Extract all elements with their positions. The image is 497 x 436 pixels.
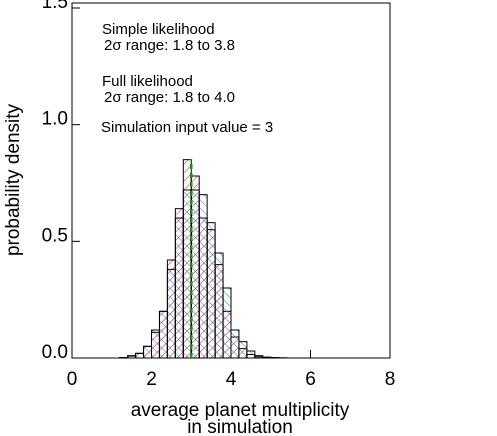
x-axis-label: in simulation (187, 417, 293, 436)
histogram-bar (174, 217, 184, 359)
legend-range: 2σ range: 1.8 to 3.8 (104, 37, 235, 54)
legend-label: Simple likelihood (102, 21, 215, 38)
y-tick-label: 0.5 (42, 225, 68, 246)
histogram-bar (230, 329, 240, 359)
histogram-bar (214, 252, 224, 359)
x-tick-label: 8 (385, 369, 396, 390)
y-tick-label: 1.5 (42, 0, 68, 13)
histogram-bar (206, 222, 216, 359)
histogram-bar (158, 310, 168, 359)
plot-area (119, 159, 288, 359)
x-axis-label: average planet multiplicity (131, 400, 350, 421)
annotation: Simulation input value = 3 (101, 119, 273, 136)
histogram-bar (166, 268, 176, 359)
y-tick-label: 0.0 (42, 342, 68, 363)
legend-range: 2σ range: 1.8 to 4.0 (104, 89, 235, 106)
legend-label: Full likelihood (102, 73, 193, 90)
x-tick-label: 6 (305, 369, 316, 390)
x-tick-label: 4 (226, 369, 237, 390)
y-axis-label: probability density (3, 103, 24, 256)
y-tick-label: 1.0 (42, 109, 68, 130)
histogram-bar (246, 350, 256, 359)
histogram-bar (238, 341, 248, 359)
x-tick-label: 0 (67, 369, 78, 390)
histogram-bar (135, 352, 145, 359)
histogram-bar (198, 194, 208, 359)
histogram-bar (222, 287, 232, 359)
x-tick-label: 2 (146, 369, 157, 390)
histogram-bar (143, 345, 153, 359)
histogram-bar (151, 331, 160, 359)
